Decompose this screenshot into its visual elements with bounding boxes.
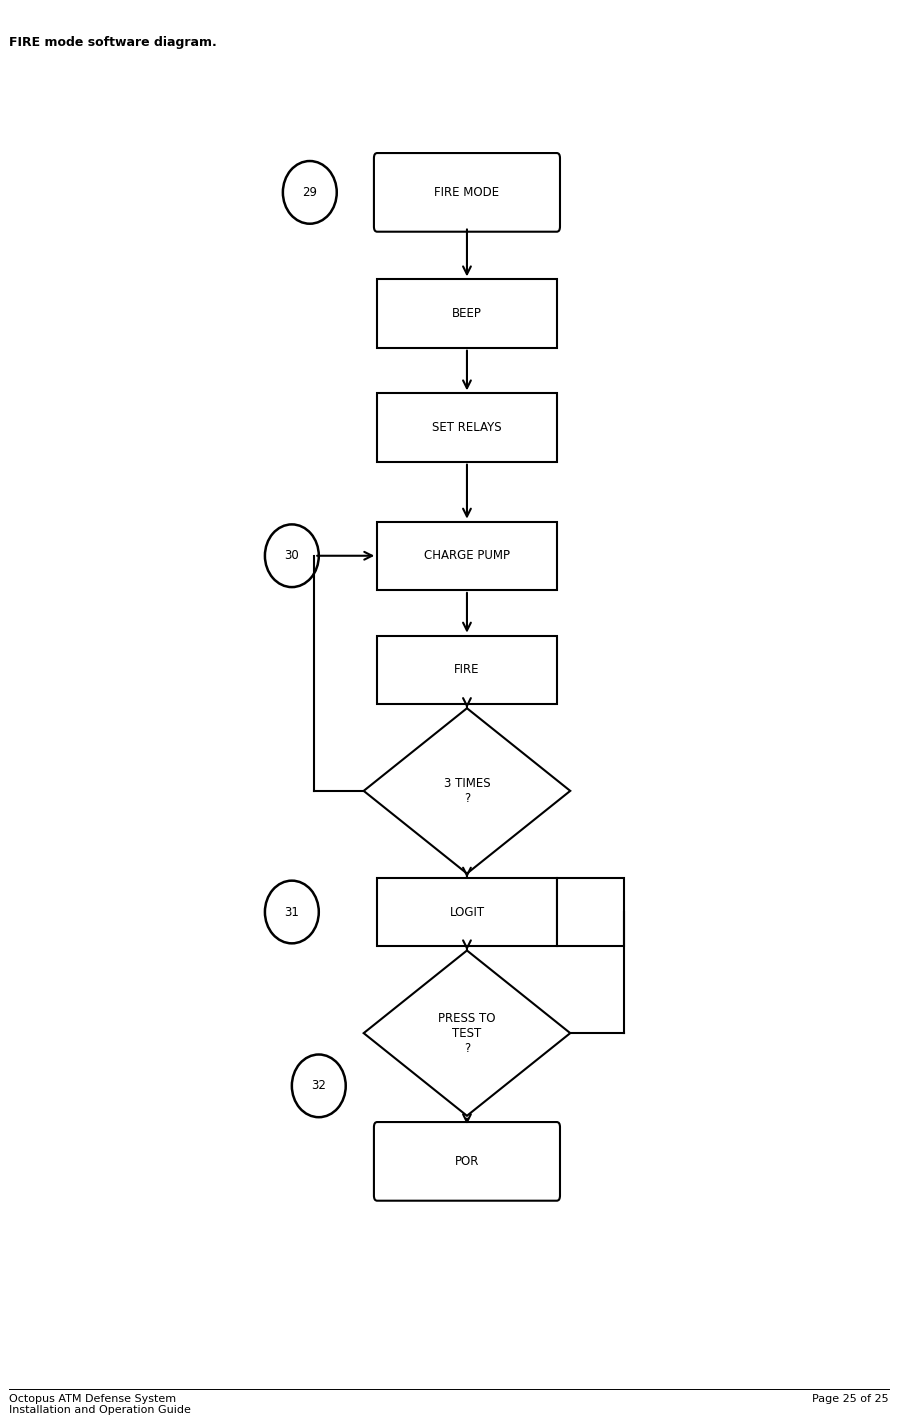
Bar xyxy=(377,636,557,704)
Text: BEEP: BEEP xyxy=(452,306,482,321)
Polygon shape xyxy=(364,708,570,874)
Text: FIRE MODE: FIRE MODE xyxy=(435,185,499,200)
Text: FIRE mode software diagram.: FIRE mode software diagram. xyxy=(9,36,216,48)
Bar xyxy=(377,522,557,590)
Bar xyxy=(557,878,624,946)
Text: Page 25 of 25: Page 25 of 25 xyxy=(813,1394,889,1404)
Bar xyxy=(377,393,557,462)
Text: Octopus ATM Defense System
Installation and Operation Guide: Octopus ATM Defense System Installation … xyxy=(9,1394,191,1415)
Text: 29: 29 xyxy=(303,185,317,200)
Text: 32: 32 xyxy=(312,1079,326,1093)
FancyBboxPatch shape xyxy=(374,1121,560,1201)
Text: 30: 30 xyxy=(285,549,299,563)
Bar xyxy=(377,878,557,946)
Polygon shape xyxy=(364,950,570,1116)
Text: POR: POR xyxy=(454,1154,480,1168)
Ellipse shape xyxy=(265,881,319,943)
Text: SET RELAYS: SET RELAYS xyxy=(432,420,502,435)
Text: CHARGE PUMP: CHARGE PUMP xyxy=(424,549,510,563)
Bar xyxy=(377,279,557,348)
Ellipse shape xyxy=(265,524,319,587)
Text: LOGIT: LOGIT xyxy=(449,905,485,919)
Text: 3 TIMES
?: 3 TIMES ? xyxy=(444,777,490,805)
Text: PRESS TO
TEST
?: PRESS TO TEST ? xyxy=(438,1012,496,1054)
Text: 31: 31 xyxy=(285,905,299,919)
FancyBboxPatch shape xyxy=(374,152,560,232)
Text: FIRE: FIRE xyxy=(454,663,480,677)
Ellipse shape xyxy=(283,161,337,224)
Ellipse shape xyxy=(292,1054,346,1117)
